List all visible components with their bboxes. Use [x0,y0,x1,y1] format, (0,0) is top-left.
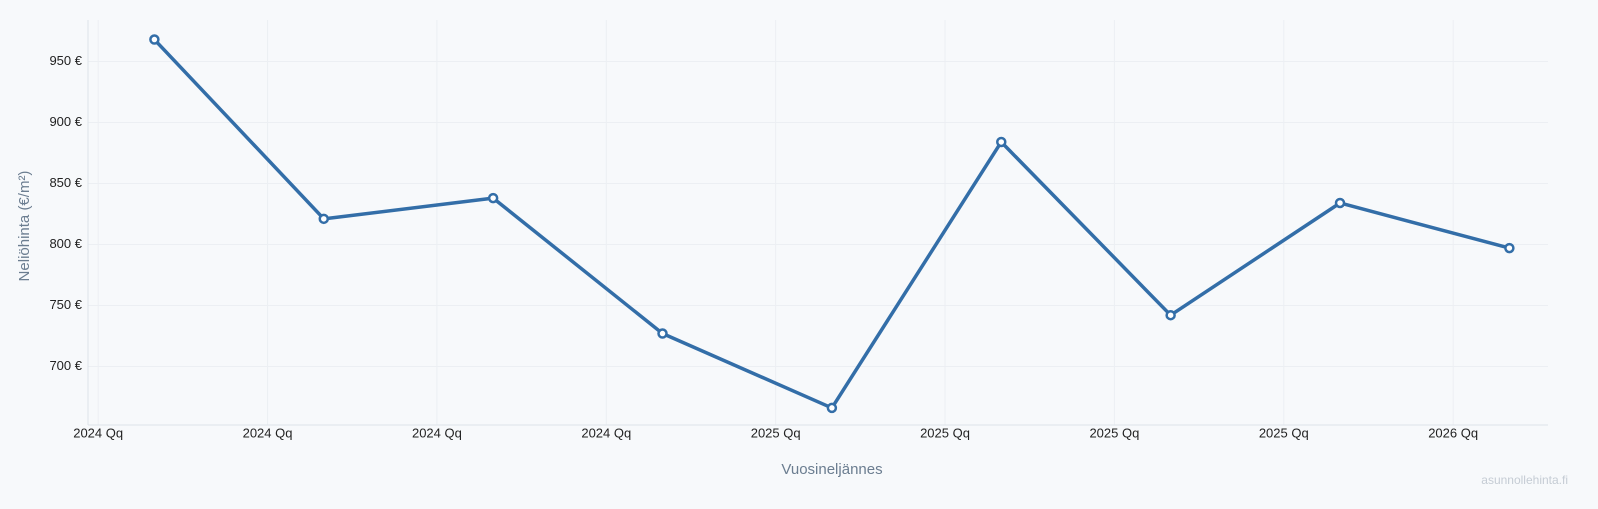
y-tick-label: 700 € [49,358,82,373]
point [487,192,499,204]
x-tick-label: 2024 Qq [73,425,123,440]
x-tick-label: 2026 Qq [1428,425,1478,440]
point [318,213,330,225]
point [1334,197,1346,209]
y-tick-label: 850 € [49,175,82,190]
x-tick-label: 2025 Qq [920,425,970,440]
line [153,38,1510,410]
y-tick-label: 900 € [49,114,82,129]
y-tick-label: 800 € [49,236,82,251]
y-axis-title: Neliöhinta (€/m²) [16,171,33,282]
x-axis-title: Vuosineljännes [781,461,882,478]
point [657,328,668,339]
point [996,136,1007,148]
y-tick-label: 750 € [49,297,82,312]
x-tick-label: 2024 Qq [581,425,631,440]
y-tick-label: 950 € [49,53,82,68]
x-tick-label: 2025 Qq [751,425,801,440]
x-tick-label: 2025 Qq [1259,425,1309,440]
point [149,34,160,45]
x-tick-label: 2024 Qq [412,425,462,440]
watermark: asunnollehinta.fi [1481,473,1568,487]
point [1165,309,1176,321]
point [826,402,838,414]
x-tick-label: 2025 Qq [1089,425,1139,440]
x-tick-label: 2024 Qq [243,425,293,440]
point [1504,242,1515,254]
